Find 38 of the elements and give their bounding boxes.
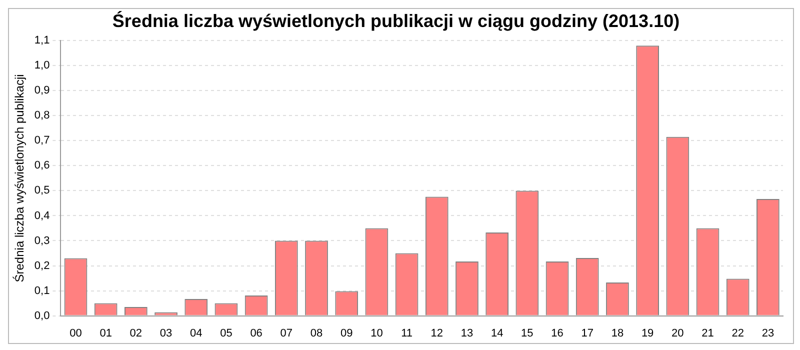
x-tick-label: 01 [100,327,112,340]
x-tick-label: 12 [430,327,444,340]
y-tick-label: 0,0 [34,310,50,322]
x-tick-label: 00 [70,327,82,340]
x-tick-label: 19 [641,327,654,340]
y-tick-label: 1,1 [34,34,50,47]
x-tick-label: 09 [340,327,353,340]
y-tick-label: 0,7 [34,134,50,147]
x-tick-label: 16 [551,327,564,340]
x-tick-label: 22 [732,327,744,340]
x-tick-label: 17 [581,327,594,340]
x-tick-label: 04 [190,327,202,340]
x-tick-label: 02 [130,327,142,340]
y-tick-label: 0,1 [34,284,50,297]
x-tick-label: 05 [220,327,232,340]
x-tick-label: 11 [401,327,413,340]
y-tick-label: 0,8 [34,110,50,122]
y-tick-label: 0,5 [34,184,50,197]
y-tick-label: 0,9 [34,84,50,97]
x-tick-label: 18 [611,327,624,340]
y-axis-title: Średnia liczba wyświetlonych publikacji [12,74,27,282]
x-tick-label: 21 [702,327,714,340]
y-tick-label: 0,6 [34,160,50,172]
y-tick-label: 0,2 [34,260,50,272]
x-tick-label: 13 [460,327,474,340]
x-tick-label: 14 [490,327,504,340]
x-tick-label: 20 [672,327,684,340]
y-tick-label: 0,3 [34,234,50,247]
x-tick-label: 10 [370,327,383,340]
x-tick-label: 23 [762,327,774,340]
x-tick-label: 06 [250,327,262,340]
chart-title: Średnia liczba wyświetlonych publikacji w ciągu godziny (2013.10) [112,10,680,31]
y-tick-label: 0,4 [34,210,50,222]
x-tick-label: 08 [310,327,323,340]
x-tick-label: 03 [160,327,172,340]
x-tick-label: 15 [521,327,534,340]
x-tick-label: 07 [280,327,293,340]
y-tick-label: 1,0 [34,60,50,72]
